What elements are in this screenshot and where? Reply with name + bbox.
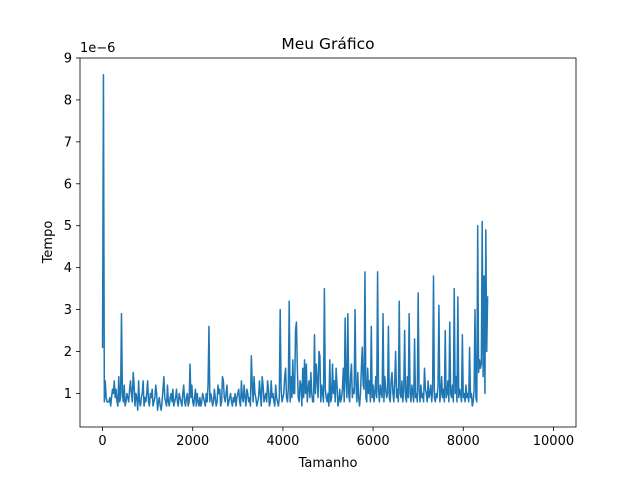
y-tick-label: 9	[64, 52, 72, 67]
y-tick-label: 5	[64, 219, 72, 234]
plot-area: 0 2000 4000 6000 8000 10000 1 2 3 4 5 6 7 8 9	[64, 52, 577, 449]
plot-frame	[79, 57, 577, 428]
y-tick-label: 6	[64, 177, 72, 192]
y-axis-label: Tempo	[41, 221, 56, 265]
y-tick-label: 3	[64, 303, 72, 318]
chart-title: Meu Gráfico	[281, 35, 374, 53]
y-tick-label: 2	[64, 345, 72, 360]
y-axis-scale-label: 1e−6	[80, 41, 115, 56]
x-axis-label: Tamanho	[298, 456, 358, 471]
x-tick-label: 4000	[266, 434, 299, 449]
x-tick-label: 6000	[357, 434, 390, 449]
x-tick-label: 10000	[533, 434, 574, 449]
y-tick-label: 4	[64, 261, 72, 276]
y-tick-label: 8	[64, 93, 72, 108]
y-tick-label: 1	[64, 387, 72, 402]
x-tick-label: 8000	[447, 434, 480, 449]
series-line-0	[101, 74, 489, 411]
x-tick-label: 0	[98, 434, 106, 449]
x-tick-label: 2000	[176, 434, 209, 449]
y-tick-label: 7	[64, 135, 72, 150]
